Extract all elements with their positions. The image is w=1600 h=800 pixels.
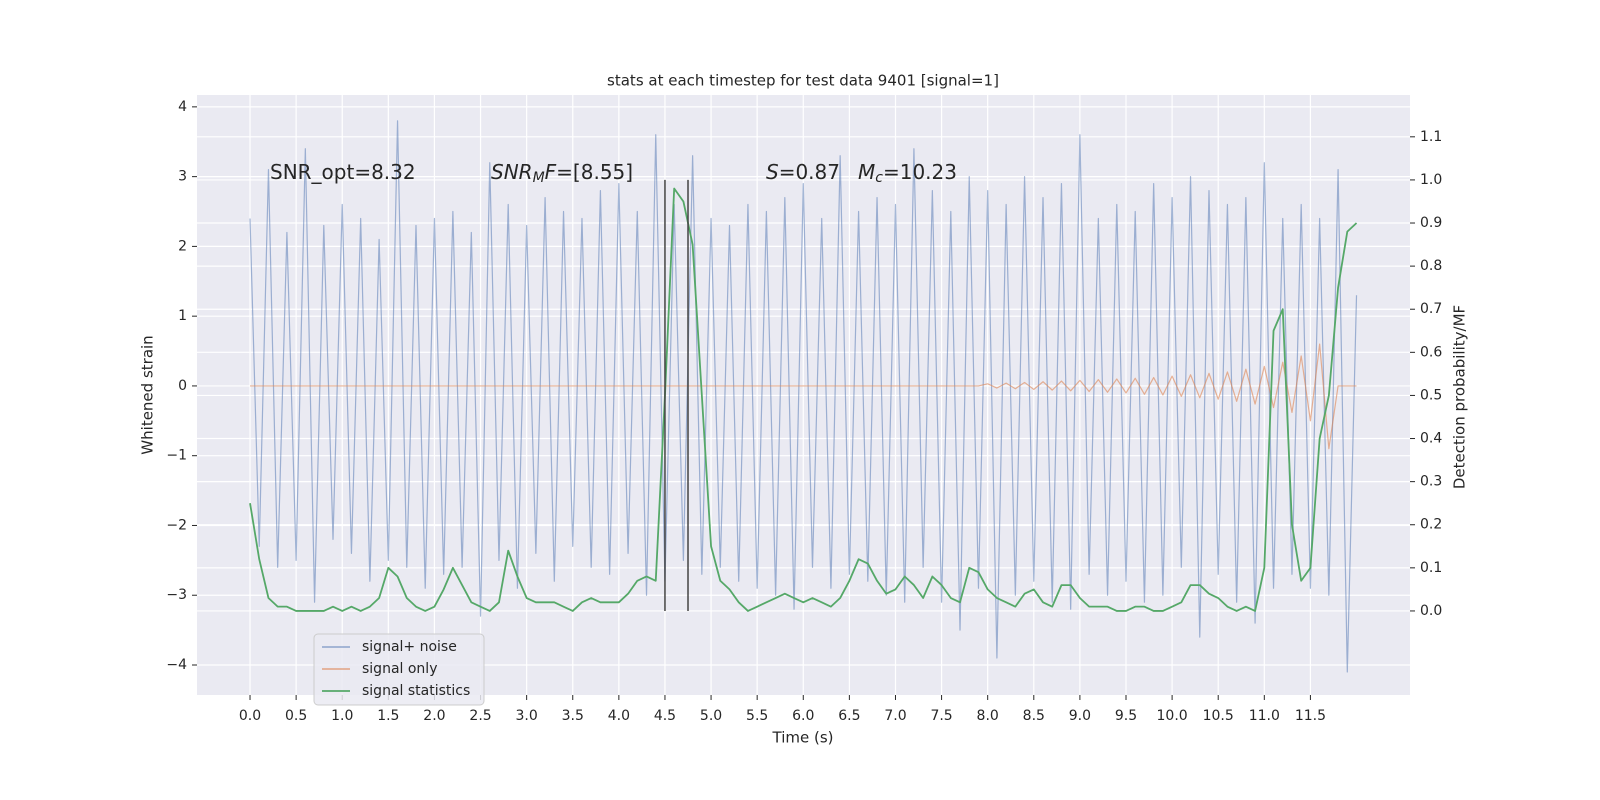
chart-title: stats at each timestep for test data 940… (607, 72, 999, 90)
y-tick-label: 4 (178, 99, 187, 115)
y2-tick-label: 0.1 (1420, 560, 1442, 576)
legend-label: signal+ noise (362, 639, 457, 655)
annotation-part: SNR_opt=8.32 (270, 160, 416, 184)
y2-tick-label: 0.7 (1420, 301, 1442, 317)
x-tick-label: 1.5 (377, 708, 399, 724)
x-tick-label: 0.0 (239, 708, 261, 724)
annotation-part: SNR (491, 160, 533, 184)
x-tick-label: 4.5 (654, 708, 676, 724)
y-tick-label: 0 (178, 378, 187, 394)
y2-tick-label: 0.8 (1420, 258, 1442, 274)
y-tick-label: 1 (178, 308, 187, 324)
y2-tick-label: 1.1 (1420, 129, 1442, 145)
y2-tick-label: 1.0 (1420, 172, 1442, 188)
x-tick-label: 5.0 (700, 708, 722, 724)
annotation: Mc=10.23 (858, 160, 957, 187)
y2-tick-label: 0.4 (1420, 431, 1442, 447)
annotation-part: =10.23 (883, 160, 957, 184)
y-tick-label: −2 (166, 517, 187, 533)
x-tick-label: 5.5 (746, 708, 768, 724)
x-tick-label: 6.5 (838, 708, 860, 724)
series-line (249, 120, 1358, 673)
series-line (250, 343, 1357, 450)
x-tick-label: 10.0 (1157, 708, 1188, 724)
legend-label: signal statistics (362, 683, 470, 699)
x-tick-label: 3.0 (516, 708, 538, 724)
x-tick-label: 4.0 (608, 708, 630, 724)
annotation-part: =[8.55] (556, 160, 633, 184)
annotation: S=0.87 (766, 160, 840, 184)
x-tick-label: 9.5 (1115, 708, 1137, 724)
y2-tick-label: 0.3 (1420, 474, 1442, 490)
annotation-part: =0.87 (779, 160, 840, 184)
x-tick-label: 0.5 (285, 708, 307, 724)
x-tick-label: 7.5 (930, 708, 952, 724)
y-tick-label: 3 (178, 169, 187, 185)
annotation-part: c (875, 170, 883, 186)
x-tick-label: 2.5 (469, 708, 491, 724)
y2-tick-label: 0.6 (1420, 344, 1442, 360)
annotation-part: F (545, 160, 557, 184)
legend-box (313, 633, 485, 706)
y2-tick-label: 0.5 (1420, 387, 1442, 403)
y2-tick-label: 0.0 (1420, 603, 1442, 619)
annotation-part: M (533, 170, 545, 186)
x-tick-label: 6.0 (792, 708, 814, 724)
annotation-part: S (766, 160, 779, 184)
x-axis-label: Time (s) (772, 729, 834, 747)
x-tick-label: 3.5 (562, 708, 584, 724)
series-line (249, 187, 1358, 612)
x-tick-label: 11.5 (1295, 708, 1326, 724)
annotation-part: M (858, 160, 875, 184)
x-tick-label: 9.0 (1069, 708, 1091, 724)
y-tick-label: 2 (178, 238, 187, 254)
annotation: SNRMF=[8.55] (491, 160, 633, 187)
y-tick-label: −3 (166, 587, 187, 603)
legend-label: signal only (362, 661, 437, 677)
annotation: SNR_opt=8.32 (270, 160, 416, 184)
y-axis-label: Whitened strain (139, 335, 157, 454)
y-tick-label: −4 (166, 657, 187, 673)
x-tick-label: 8.0 (977, 708, 999, 724)
x-tick-label: 1.0 (331, 708, 353, 724)
y2-axis-label: Detection probability/MF (1451, 305, 1469, 489)
x-tick-label: 7.0 (884, 708, 906, 724)
x-tick-label: 8.5 (1023, 708, 1045, 724)
y-tick-label: −1 (166, 448, 187, 464)
x-tick-label: 2.0 (423, 708, 445, 724)
y2-tick-label: 0.9 (1420, 215, 1442, 231)
x-tick-label: 10.5 (1203, 708, 1234, 724)
x-tick-label: 11.0 (1249, 708, 1280, 724)
y2-tick-label: 0.2 (1420, 517, 1442, 533)
